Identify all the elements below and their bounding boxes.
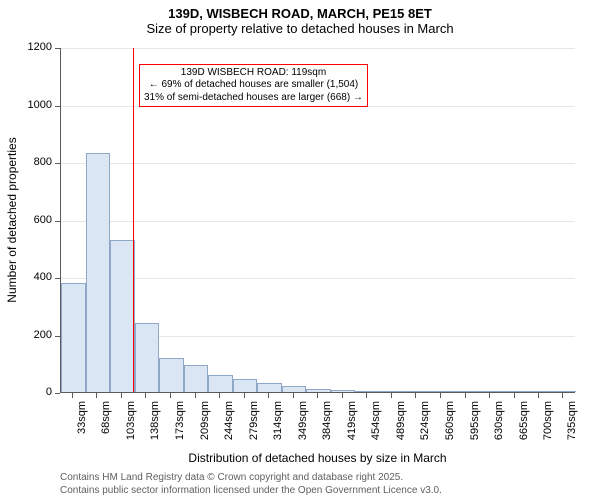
x-tick [268,393,269,398]
x-tick-label: 524sqm [419,401,431,451]
chart-title-line2: Size of property relative to detached ho… [0,21,600,36]
annotation-line3: 31% of semi-detached houses are larger (… [144,92,363,105]
y-tick-label: 400 [0,271,52,283]
x-tick-label: 384sqm [321,401,333,451]
histogram-bar [208,375,233,392]
x-tick [562,393,563,398]
x-tick-label: 244sqm [223,401,235,451]
x-tick [317,393,318,398]
footer-line1: Contains HM Land Registry data © Crown c… [60,471,442,484]
histogram-bar [429,391,454,392]
histogram-bar [331,390,356,392]
histogram-bar [380,391,405,392]
x-tick [366,393,367,398]
x-tick-label: 489sqm [395,401,407,451]
annotation-box: 139D WISBECH ROAD: 119sqm← 69% of detach… [139,64,368,108]
histogram-bar [233,379,258,392]
x-tick [415,393,416,398]
x-tick [195,393,196,398]
x-tick-label: 33sqm [76,401,88,451]
y-tick [55,106,60,107]
y-tick-label: 1000 [0,99,52,111]
x-tick-label: 209sqm [199,401,211,451]
y-tick [55,336,60,337]
y-tick [55,221,60,222]
histogram-bar [502,391,527,392]
y-tick-label: 0 [0,386,52,398]
histogram-bar [306,389,331,392]
chart-title-line1: 139D, WISBECH ROAD, MARCH, PE15 8ET [0,6,600,21]
y-tick [55,278,60,279]
y-tick-label: 800 [0,156,52,168]
histogram-bar [257,383,282,392]
property-size-histogram: 139D, WISBECH ROAD, MARCH, PE15 8ET Size… [0,0,600,500]
histogram-bar [184,365,209,392]
histogram-bar [61,283,86,392]
x-tick-label: 349sqm [297,401,309,451]
x-tick [244,393,245,398]
x-tick [145,393,146,398]
histogram-bar [355,391,380,392]
histogram-bar [453,391,478,392]
y-tick [55,48,60,49]
x-tick-label: 630sqm [493,401,505,451]
x-tick-label: 454sqm [370,401,382,451]
x-tick-label: 68sqm [100,401,112,451]
y-tick [55,163,60,164]
property-marker-line [133,48,134,392]
histogram-bar [110,240,135,392]
x-tick [342,393,343,398]
x-tick [170,393,171,398]
x-tick [293,393,294,398]
x-tick-label: 173sqm [174,401,186,451]
y-tick-label: 600 [0,214,52,226]
gridline [61,48,575,49]
x-tick [538,393,539,398]
x-tick-label: 665sqm [518,401,530,451]
y-tick-label: 1200 [0,41,52,53]
chart-title-block: 139D, WISBECH ROAD, MARCH, PE15 8ET Size… [0,6,600,36]
x-tick-label: 279sqm [248,401,260,451]
x-tick-label: 560sqm [444,401,456,451]
y-tick-label: 200 [0,329,52,341]
histogram-bar [527,391,552,392]
gridline [61,221,575,222]
histogram-bar [282,386,307,392]
y-tick [55,393,60,394]
x-tick-label: 595sqm [469,401,481,451]
x-tick-label: 735sqm [566,401,578,451]
x-tick [440,393,441,398]
histogram-bar [478,391,503,392]
histogram-bar [86,153,111,392]
histogram-bar [551,391,576,392]
x-tick [72,393,73,398]
x-tick-label: 419sqm [346,401,358,451]
histogram-bar [404,391,429,392]
x-tick-label: 700sqm [542,401,554,451]
annotation-line2: ← 69% of detached houses are smaller (1,… [144,79,363,92]
x-tick [121,393,122,398]
histogram-bar [159,358,184,393]
x-axis-label: Distribution of detached houses by size … [60,451,575,465]
x-tick [219,393,220,398]
gridline [61,278,575,279]
x-tick-label: 103sqm [125,401,137,451]
annotation-line1: 139D WISBECH ROAD: 119sqm [144,67,363,80]
x-tick [489,393,490,398]
x-tick [465,393,466,398]
footer-line2: Contains public sector information licen… [60,484,442,497]
plot-area: 139D WISBECH ROAD: 119sqm← 69% of detach… [60,48,575,393]
histogram-bar [135,323,160,392]
x-tick [96,393,97,398]
chart-footer: Contains HM Land Registry data © Crown c… [60,471,442,497]
x-tick [514,393,515,398]
gridline [61,163,575,164]
x-tick [391,393,392,398]
x-tick-label: 314sqm [272,401,284,451]
x-tick-label: 138sqm [149,401,161,451]
